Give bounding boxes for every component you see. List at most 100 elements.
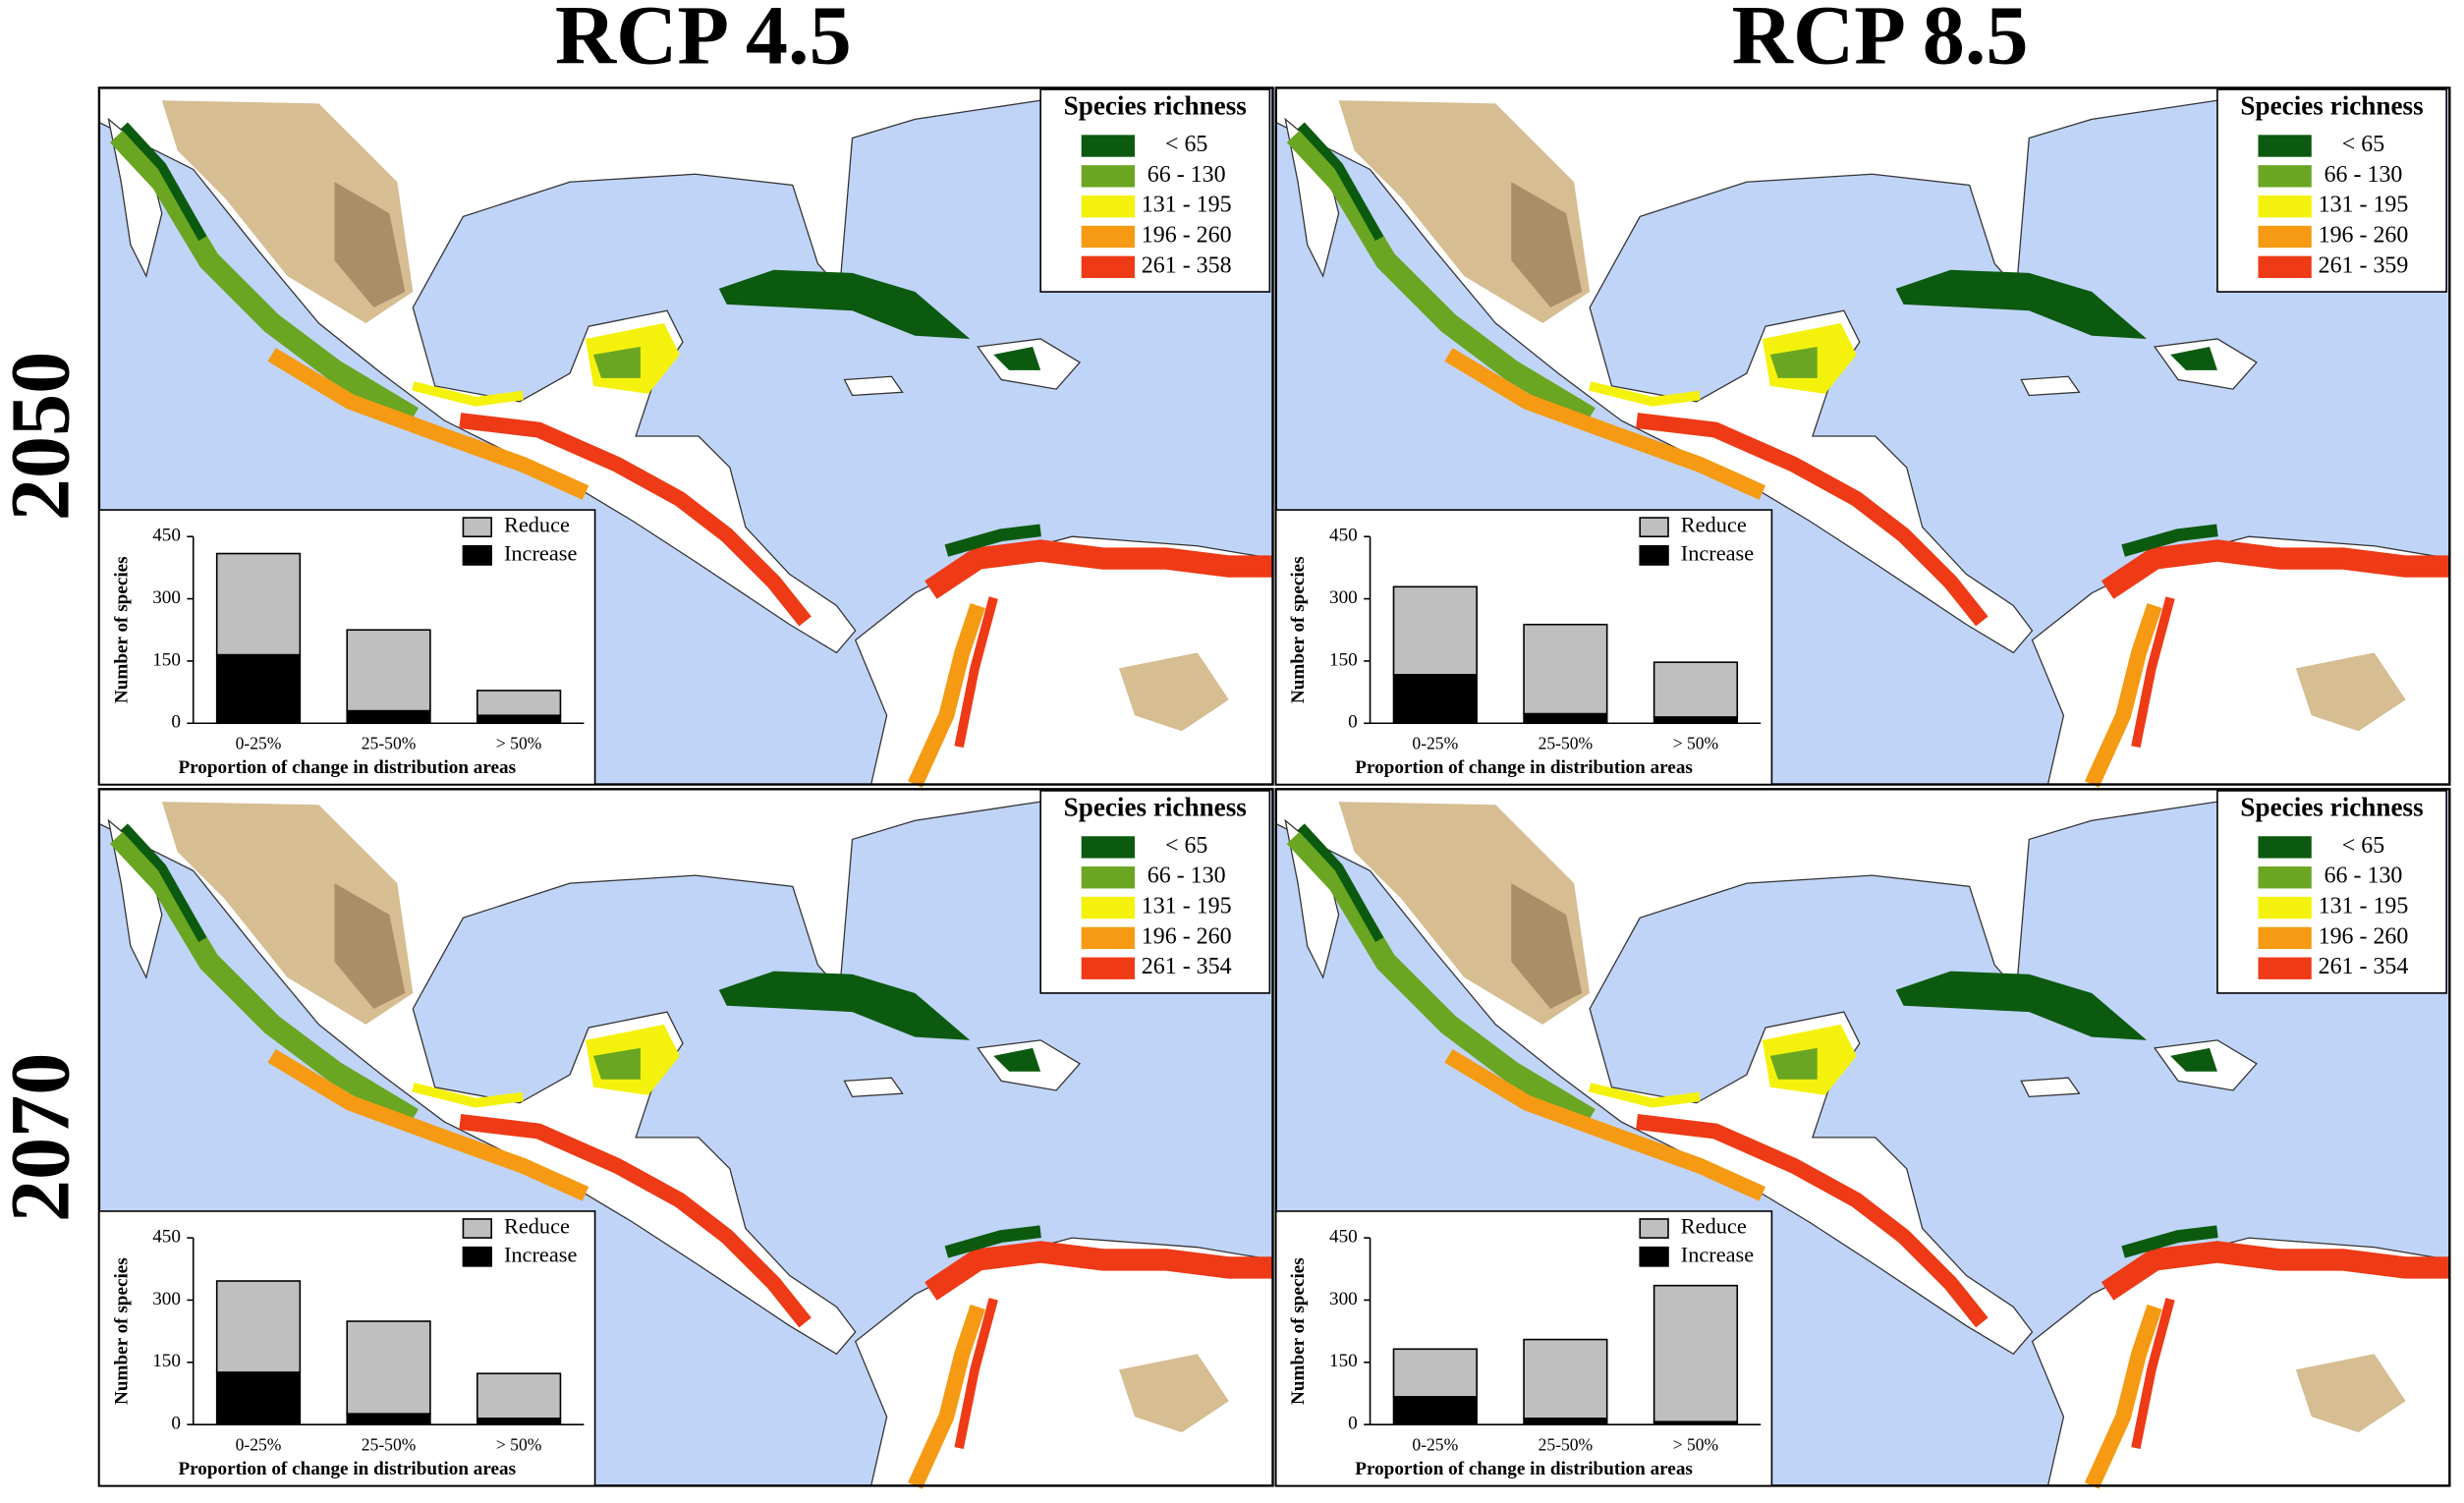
x-tick-label: > 50%	[1673, 734, 1719, 753]
bar-segment	[1652, 716, 1739, 725]
legend-swatch	[1639, 1218, 1669, 1239]
x-tick-label: 0-25%	[1412, 1435, 1458, 1455]
y-tick-label: 450	[1329, 526, 1358, 546]
y-tick-label: 150	[1329, 649, 1358, 670]
legend-label: Reduce	[504, 513, 570, 537]
legend-title: Species richness	[2240, 792, 2423, 821]
legend-label: Increase	[1681, 540, 1755, 565]
legend-swatch	[1081, 165, 1135, 188]
bar-segment	[1523, 712, 1608, 725]
legend-label: < 65	[2342, 833, 2384, 859]
legend-label: 131 - 195	[1142, 193, 1232, 218]
legend-swatch	[1081, 836, 1135, 859]
legend-swatch	[2258, 836, 2312, 859]
panel: Species richness < 65 66 - 130 131 - 195 196…	[99, 87, 1273, 784]
x-tick-label: 0-25%	[1412, 734, 1458, 753]
legend-label: 66 - 130	[2324, 162, 2403, 188]
x-axis-label: Proportion of change in distribution are…	[1355, 1459, 1693, 1479]
x-tick-label: > 50%	[496, 734, 542, 753]
legend-swatch	[1081, 896, 1135, 919]
legend-frame	[1039, 88, 1271, 293]
legend-swatch	[1081, 926, 1135, 950]
x-tick-label: > 50%	[496, 1435, 542, 1455]
y-tick-label: 300	[152, 587, 181, 608]
bar-segment	[1392, 1348, 1478, 1398]
row-title: 2070	[0, 1053, 87, 1222]
legend-label: 131 - 195	[1142, 894, 1232, 919]
bar-segment	[1392, 1396, 1478, 1425]
legend-swatch	[2258, 135, 2312, 157]
y-tick-label: 450	[1329, 1226, 1358, 1247]
bar-segment	[1652, 661, 1739, 718]
x-tick-label: 25-50%	[1539, 1435, 1594, 1455]
legend-swatch	[1081, 255, 1135, 279]
legend-label: 66 - 130	[2324, 863, 2403, 889]
bar-segment	[476, 714, 562, 725]
panel-frame	[1274, 788, 2451, 1487]
legend-swatch	[2258, 957, 2312, 979]
legend-swatch	[462, 1246, 492, 1267]
column-title: RCP 4.5	[555, 0, 852, 83]
bar-segment	[476, 690, 562, 717]
x-axis-label: Proportion of change in distribution are…	[178, 1459, 516, 1479]
y-axis-label: Number of species	[1288, 1257, 1309, 1405]
y-tick-label: 0	[1348, 712, 1358, 733]
legend-label: 196 - 260	[1142, 222, 1232, 248]
legend-label: 261 - 359	[2319, 252, 2409, 278]
legend-label: < 65	[1165, 132, 1207, 157]
bar-segment	[1652, 1284, 1739, 1422]
legend-frame	[2216, 790, 2447, 994]
bar-segment	[1523, 623, 1608, 715]
legend-swatch	[1639, 517, 1669, 537]
bar-segment	[1392, 674, 1478, 725]
legend-swatch	[1081, 957, 1135, 979]
x-tick-label: 0-25%	[236, 1435, 282, 1455]
legend-label: < 65	[1165, 833, 1207, 859]
bar-segment	[346, 1320, 431, 1415]
x-tick-label: > 50%	[1673, 1435, 1719, 1455]
bar-segment	[346, 629, 431, 712]
bar-segment	[215, 1280, 302, 1373]
legend-label: Increase	[504, 540, 578, 565]
y-axis-label: Number of species	[111, 556, 132, 703]
legend-swatch	[1081, 225, 1135, 249]
y-tick-label: 150	[1329, 1351, 1358, 1371]
legend-label: 196 - 260	[2319, 222, 2409, 248]
legend-frame	[2216, 88, 2447, 293]
legend-swatch	[1081, 866, 1135, 889]
legend-frame	[1039, 790, 1271, 994]
legend-swatch	[1081, 135, 1135, 157]
legend-label: Reduce	[1681, 513, 1747, 537]
y-tick-label: 150	[152, 649, 181, 670]
legend-swatch	[2258, 866, 2312, 889]
legend-label: Increase	[1681, 1242, 1755, 1266]
bar-segment	[1523, 1418, 1608, 1425]
legend-swatch	[2258, 165, 2312, 188]
bar-segment	[215, 552, 302, 656]
y-tick-label: 0	[1348, 1414, 1358, 1434]
legend-label: 196 - 260	[1142, 923, 1232, 949]
legend-swatch	[2258, 255, 2312, 279]
panel-frame	[97, 86, 1274, 786]
legend-label: 196 - 260	[2319, 923, 2409, 949]
legend-swatch	[2258, 926, 2312, 950]
legend-label: 131 - 195	[2319, 193, 2409, 218]
legend-swatch	[2258, 225, 2312, 249]
panel: Species richness < 65 66 - 130 131 - 195 196…	[1276, 87, 2450, 784]
x-axis-label: Proportion of change in distribution are…	[178, 757, 516, 778]
bar-segment	[476, 1418, 562, 1425]
legend-swatch	[462, 544, 492, 566]
y-axis-label: Number of species	[111, 1257, 132, 1405]
legend-label: 66 - 130	[1148, 863, 1226, 889]
legend-label: Reduce	[1681, 1214, 1747, 1239]
legend-title: Species richness	[1064, 792, 1247, 821]
legend-title: Species richness	[1064, 90, 1247, 120]
y-tick-label: 150	[152, 1351, 181, 1371]
legend-swatch	[462, 1218, 492, 1239]
y-tick-label: 0	[171, 712, 181, 733]
legend-swatch	[2258, 896, 2312, 919]
legend-label: Reduce	[504, 1214, 570, 1239]
bar-segment	[1392, 585, 1478, 676]
y-tick-label: 300	[1329, 1289, 1358, 1309]
bar-segment	[1523, 1338, 1608, 1420]
